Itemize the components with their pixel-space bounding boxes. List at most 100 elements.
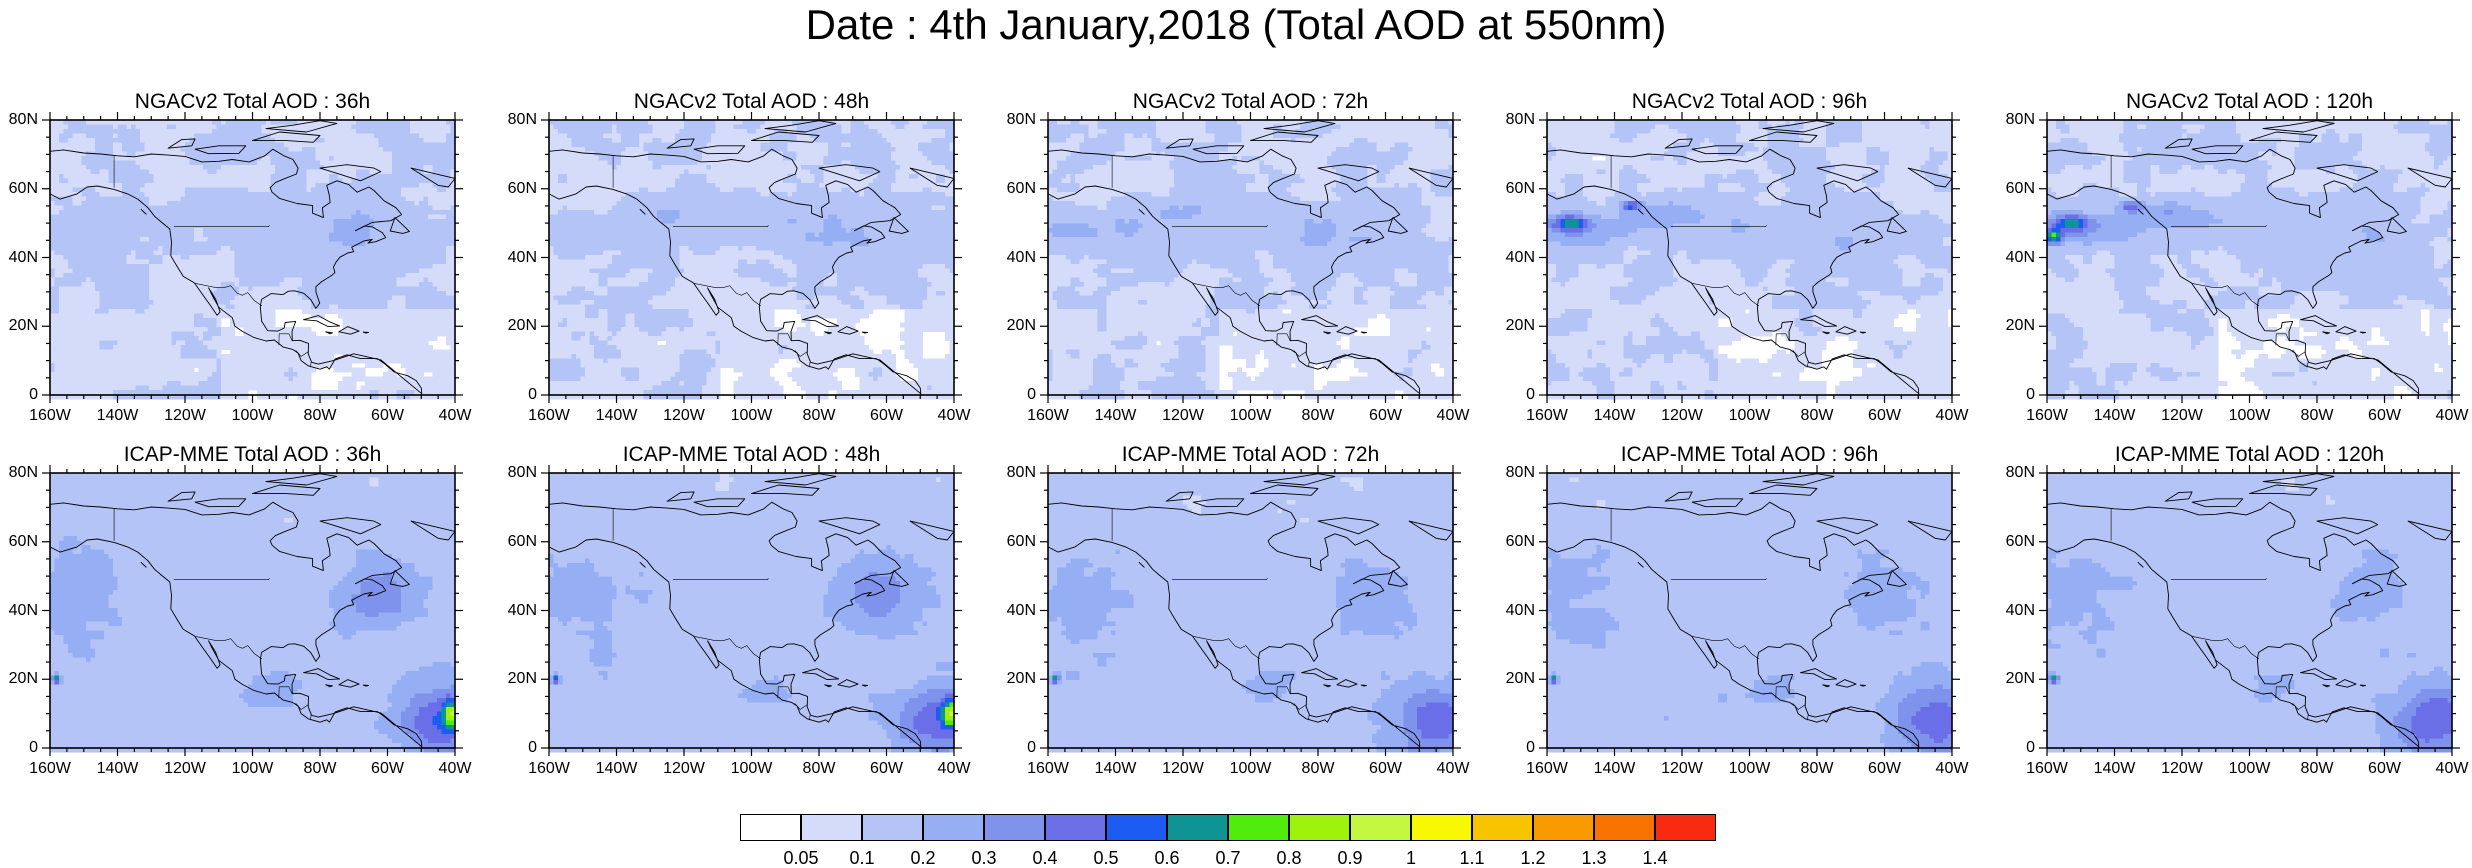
aod-field: [549, 120, 954, 399]
lon-tick-label: 140W: [1086, 761, 1146, 777]
panel-title: NGACv2 Total AOD : 36h: [50, 90, 455, 114]
lon-tick-label: 140W: [1585, 761, 1645, 777]
colorbar-label: 0.5: [1076, 848, 1136, 868]
panel-title: NGACv2 Total AOD : 72h: [1048, 90, 1453, 114]
colorbar-swatch: [1228, 814, 1289, 841]
lon-tick-label: 120W: [2152, 408, 2212, 424]
panel-title: ICAP-MME Total AOD : 120h: [2047, 443, 2452, 467]
colorbar-swatch: [984, 814, 1045, 841]
aod-field: [2047, 473, 2452, 752]
lon-tick-label: 120W: [2152, 761, 2212, 777]
colorbar-swatch: [1045, 814, 1106, 841]
lat-tick-label: 20N: [996, 318, 1036, 334]
lon-tick-label: 140W: [587, 761, 647, 777]
lon-tick-label: 160W: [2017, 761, 2077, 777]
lon-tick-label: 60W: [358, 408, 418, 424]
lon-tick-label: 120W: [155, 761, 215, 777]
lat-tick-label: 0: [0, 740, 38, 756]
lon-tick-label: 40W: [1423, 408, 1483, 424]
lat-tick-label: 80N: [497, 465, 537, 481]
lat-tick-label: 20N: [497, 671, 537, 687]
lat-tick-label: 20N: [1495, 318, 1535, 334]
lon-tick-label: 100W: [1720, 408, 1780, 424]
lat-tick-label: 40N: [1495, 603, 1535, 619]
colorbar-swatch: [1655, 814, 1716, 841]
colorbar-swatch: [1350, 814, 1411, 841]
lon-tick-label: 160W: [1018, 761, 1078, 777]
colorbar-swatch: [1411, 814, 1472, 841]
aod-field: [50, 120, 455, 399]
panel-title: NGACv2 Total AOD : 48h: [549, 90, 954, 114]
lat-tick-label: 40N: [996, 603, 1036, 619]
lon-tick-label: 100W: [2220, 408, 2280, 424]
colorbar-label: 0.2: [893, 848, 953, 868]
lon-tick-label: 100W: [1221, 408, 1281, 424]
aod-map: [1547, 120, 1952, 395]
figure-title: Date : 4th January,2018 (Total AOD at 55…: [0, 2, 2472, 48]
aod-map: [1547, 473, 1952, 748]
colorbar-swatch: [740, 814, 801, 841]
lat-tick-label: 40N: [0, 603, 38, 619]
aod-map: [50, 473, 455, 748]
lon-tick-label: 60W: [2355, 761, 2415, 777]
colorbar-swatch: [801, 814, 862, 841]
lat-tick-label: 60N: [1995, 181, 2035, 197]
lon-tick-label: 160W: [2017, 408, 2077, 424]
aod-field: [549, 473, 954, 752]
lon-tick-label: 140W: [587, 408, 647, 424]
lat-tick-label: 40N: [1995, 250, 2035, 266]
lon-tick-label: 40W: [924, 408, 984, 424]
lon-tick-label: 160W: [1517, 761, 1577, 777]
lat-tick-label: 80N: [0, 465, 38, 481]
lon-tick-label: 100W: [223, 408, 283, 424]
lat-tick-label: 60N: [1495, 181, 1535, 197]
lon-tick-label: 80W: [789, 761, 849, 777]
lon-tick-label: 40W: [2422, 408, 2472, 424]
lat-tick-label: 60N: [1495, 534, 1535, 550]
colorbar-label: 0.05: [771, 848, 831, 868]
lat-tick-label: 0: [497, 387, 537, 403]
lon-tick-label: 100W: [1221, 761, 1281, 777]
lat-tick-label: 40N: [1495, 250, 1535, 266]
colorbar-swatch: [923, 814, 984, 841]
lon-tick-label: 80W: [1288, 408, 1348, 424]
lat-tick-label: 0: [1495, 740, 1535, 756]
lat-tick-label: 80N: [1995, 112, 2035, 128]
colorbar-swatch: [862, 814, 923, 841]
lon-tick-label: 140W: [88, 408, 148, 424]
lon-tick-label: 160W: [1018, 408, 1078, 424]
lat-tick-label: 20N: [497, 318, 537, 334]
lon-tick-label: 60W: [857, 408, 917, 424]
lat-tick-label: 0: [1995, 387, 2035, 403]
lon-tick-label: 80W: [290, 408, 350, 424]
aod-field: [1048, 120, 1453, 399]
lon-tick-label: 60W: [2355, 408, 2415, 424]
aod-map: [549, 473, 954, 748]
lon-tick-label: 60W: [1855, 408, 1915, 424]
colorbar-swatch: [1472, 814, 1533, 841]
lon-tick-label: 40W: [1423, 761, 1483, 777]
lon-tick-label: 60W: [1356, 761, 1416, 777]
colorbar-label: 0.1: [832, 848, 892, 868]
panel-title: NGACv2 Total AOD : 96h: [1547, 90, 1952, 114]
lat-tick-label: 20N: [1995, 318, 2035, 334]
aod-field: [1547, 120, 1952, 399]
lon-tick-label: 140W: [88, 761, 148, 777]
lon-tick-label: 60W: [1356, 408, 1416, 424]
aod-map: [1048, 473, 1453, 748]
lat-tick-label: 0: [0, 387, 38, 403]
lon-tick-label: 60W: [358, 761, 418, 777]
lat-tick-label: 80N: [1495, 112, 1535, 128]
lon-tick-label: 80W: [2287, 408, 2347, 424]
lon-tick-label: 40W: [924, 761, 984, 777]
lon-tick-label: 80W: [1787, 761, 1847, 777]
colorbar-label: 0.6: [1137, 848, 1197, 868]
lat-tick-label: 60N: [996, 181, 1036, 197]
lat-tick-label: 0: [1995, 740, 2035, 756]
